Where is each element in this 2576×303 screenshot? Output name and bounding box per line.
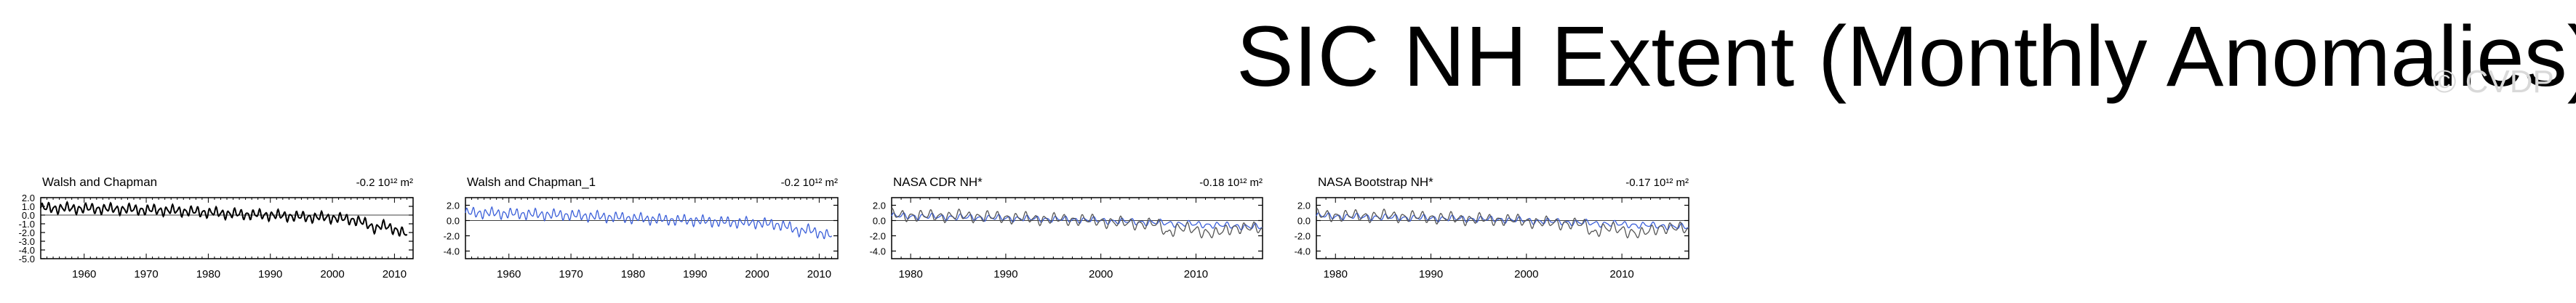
watermark: © CVDP [2433,64,2554,100]
series-line-reference [1316,207,1689,239]
y-tick-label: -1.0 [19,219,35,230]
x-tick-label: 2010 [1609,268,1633,280]
panel-title: Walsh and Chapman_1 [467,175,596,189]
y-tick-label: -5.0 [19,254,35,264]
panel-title: Walsh and Chapman [42,175,157,189]
panel-stat: -0.18 10¹² m² [1199,177,1263,189]
y-tick-label: -2.0 [870,231,886,242]
y-tick-label: 1.0 [22,201,35,212]
y-tick-label: -4.0 [444,246,460,257]
x-tick-label: 1980 [1324,268,1348,280]
y-tick-label: -4.0 [870,246,886,257]
y-tick-label: 0.0 [1297,216,1311,227]
y-tick-label: 0.0 [873,216,886,227]
y-tick-label: 2.0 [1297,201,1311,211]
x-tick-label: 1960 [497,268,521,280]
panel-stat: -0.17 10¹² m² [1625,177,1689,189]
y-tick-label: -4.0 [1295,246,1311,257]
series-line-model [465,206,833,240]
x-tick-label: 1970 [134,268,158,280]
y-tick-label: 2.0 [447,201,460,211]
x-tick-label: 1980 [898,268,922,280]
y-tick-label: -4.0 [19,245,35,256]
x-tick-label: 1970 [559,268,583,280]
y-tick-label: 0.0 [447,216,460,227]
y-tick-label: 0.0 [22,210,35,221]
panel-title: NASA Bootstrap NH* [1318,175,1433,189]
x-tick-label: 1990 [683,268,707,280]
x-tick-label: 2000 [1089,268,1113,280]
page-title: SIC NH Extent (Monthly Anomalies) [1236,9,2576,105]
y-tick-label: -3.0 [19,236,35,247]
y-tick-label: -2.0 [444,231,460,242]
x-tick-label: 1990 [258,268,282,280]
plot-frame [465,197,839,259]
y-tick-label: -2.0 [19,227,35,238]
x-tick-label: 1980 [196,268,220,280]
x-tick-label: 2000 [320,268,344,280]
y-tick-label: 2.0 [22,193,35,203]
x-tick-label: 1990 [993,268,1017,280]
x-tick-label: 1990 [1419,268,1443,280]
panel-stat: -0.2 10¹² m² [781,177,838,189]
x-tick-label: 2000 [745,268,769,280]
series-line-reference [891,207,1263,239]
plot-frame [40,197,414,259]
x-tick-label: 2010 [383,268,407,280]
x-tick-label: 2010 [807,268,831,280]
y-tick-label: -2.0 [1295,231,1311,242]
plot-frame [1316,197,1689,259]
x-tick-label: 1980 [621,268,645,280]
panel-stat: -0.2 10¹² m² [356,177,413,189]
x-tick-label: 2010 [1184,268,1208,280]
x-tick-label: 2000 [1514,268,1538,280]
panel-title: NASA CDR NH* [893,175,983,189]
plot-frame [891,197,1263,259]
y-tick-label: 2.0 [873,201,886,211]
x-tick-label: 1960 [72,268,96,280]
series-line-observed [40,201,408,237]
